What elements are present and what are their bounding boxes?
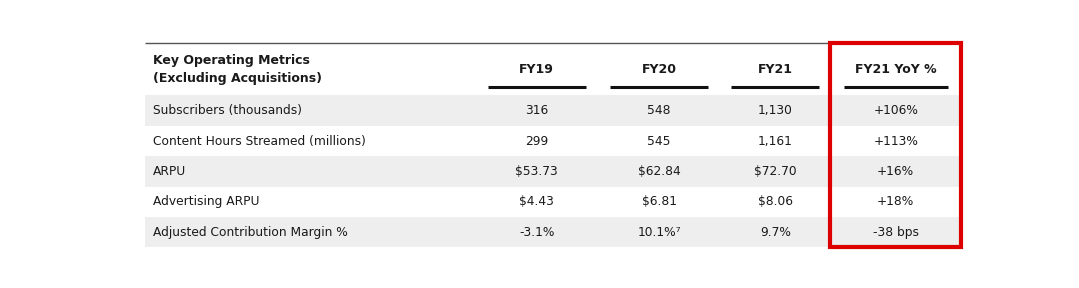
Text: FY20: FY20 [642,63,677,76]
Text: +113%: +113% [873,134,918,147]
Text: $53.73: $53.73 [516,165,558,178]
Text: FY19: FY19 [519,63,555,76]
Text: +16%: +16% [877,165,914,178]
Text: Key Operating Metrics
(Excluding Acquisitions): Key Operating Metrics (Excluding Acquisi… [153,54,323,85]
Text: Content Hours Streamed (millions): Content Hours Streamed (millions) [153,134,366,147]
Text: 1,130: 1,130 [757,104,793,117]
Bar [145,126,961,156]
Bar [145,156,961,187]
Bar [145,217,961,247]
Text: 548: 548 [647,104,671,117]
Text: $62.84: $62.84 [638,165,681,178]
Bar [831,43,961,247]
Bar [145,95,961,126]
Text: 316: 316 [525,104,548,117]
Bar [145,43,961,95]
Text: $4.43: $4.43 [519,195,555,208]
Text: Adjusted Contribution Margin %: Adjusted Contribution Margin % [153,226,349,239]
Text: ARPU: ARPU [153,165,187,178]
Text: -3.1%: -3.1% [519,226,555,239]
Text: 9.7%: 9.7% [760,226,791,239]
Text: Subscribers (thousands): Subscribers (thousands) [153,104,302,117]
Text: FY21 YoY %: FY21 YoY % [855,63,937,76]
Text: 10.1%⁷: 10.1%⁷ [638,226,681,239]
Text: FY21: FY21 [757,63,793,76]
Text: -38 bps: -38 bps [873,226,919,239]
Text: Advertising ARPU: Advertising ARPU [153,195,260,208]
Text: +18%: +18% [877,195,914,208]
Text: $6.81: $6.81 [642,195,677,208]
Text: 299: 299 [525,134,548,147]
Text: $8.06: $8.06 [757,195,793,208]
Text: $72.70: $72.70 [754,165,796,178]
Text: 545: 545 [647,134,671,147]
Text: +106%: +106% [873,104,918,117]
Bar [145,187,961,217]
Text: 1,161: 1,161 [757,134,793,147]
